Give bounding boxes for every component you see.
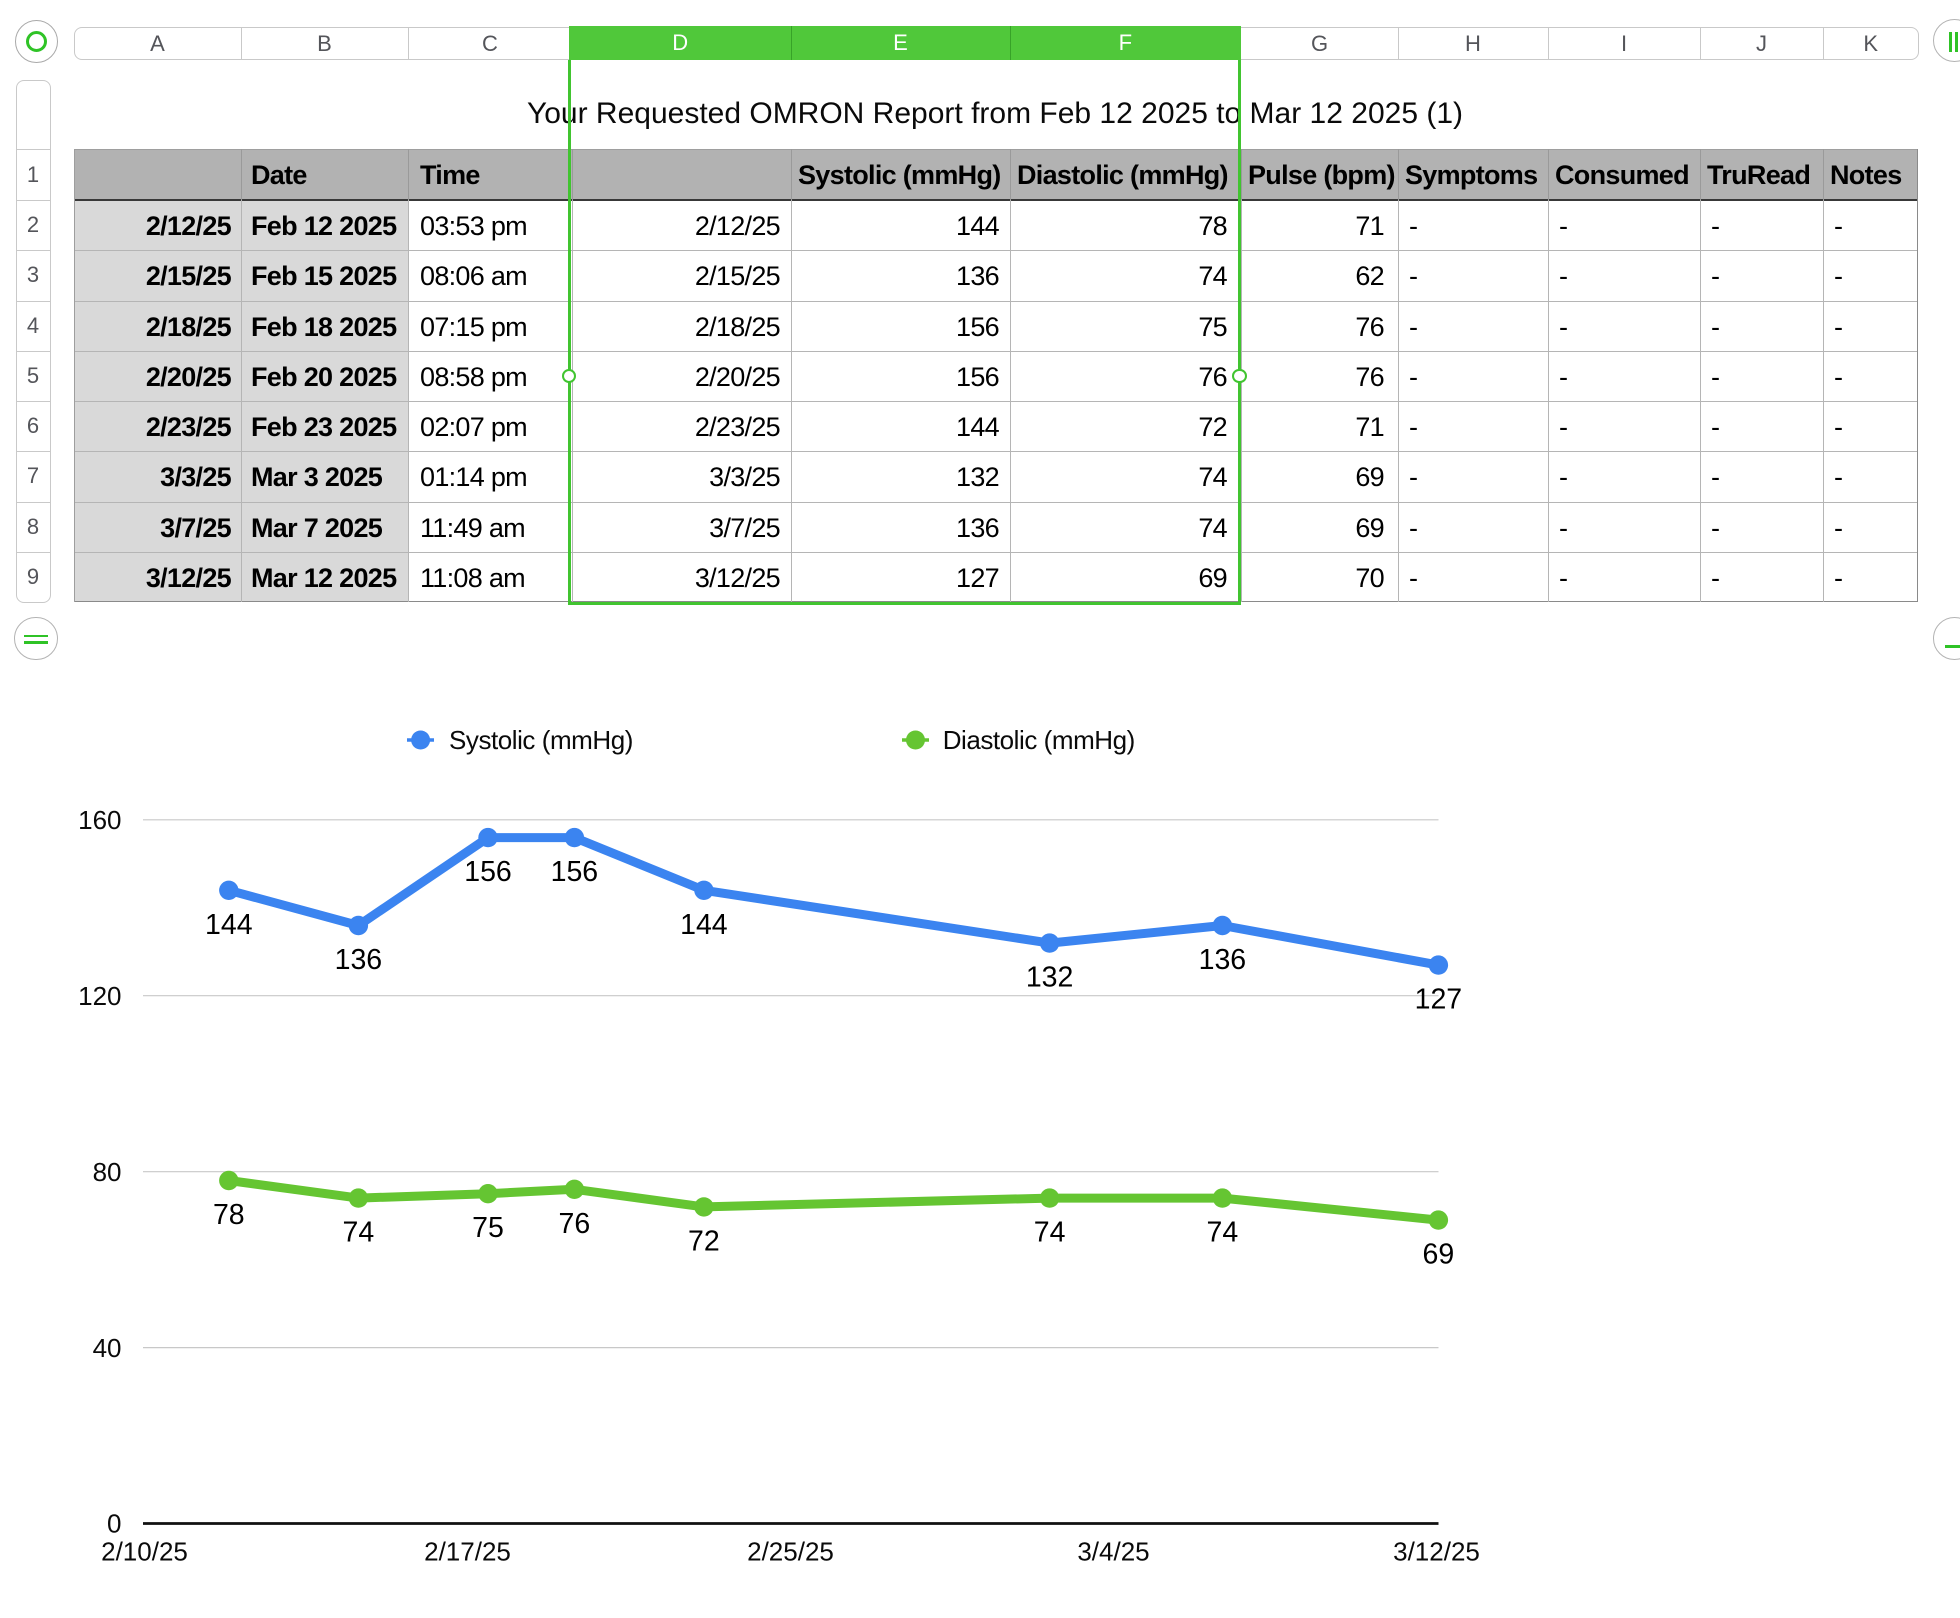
svg-text:127: 127	[1415, 984, 1463, 1016]
svg-text:80: 80	[93, 1157, 122, 1187]
svg-text:156: 156	[551, 856, 599, 888]
svg-text:132: 132	[1026, 962, 1074, 994]
svg-text:78: 78	[213, 1199, 245, 1231]
svg-text:74: 74	[1034, 1217, 1066, 1249]
svg-text:136: 136	[1199, 944, 1247, 976]
svg-text:2/10/25: 2/10/25	[101, 1537, 188, 1567]
svg-text:75: 75	[472, 1212, 504, 1244]
svg-text:74: 74	[343, 1217, 375, 1249]
svg-text:136: 136	[335, 944, 383, 976]
svg-text:144: 144	[205, 909, 253, 941]
svg-text:Systolic (mmHg): Systolic (mmHg)	[449, 725, 633, 755]
svg-text:144: 144	[680, 909, 728, 941]
svg-text:156: 156	[464, 856, 512, 888]
svg-text:74: 74	[1207, 1217, 1239, 1249]
svg-text:Diastolic (mmHg): Diastolic (mmHg)	[943, 725, 1135, 755]
svg-text:160: 160	[78, 805, 121, 835]
svg-text:120: 120	[78, 981, 121, 1011]
svg-text:3/12/25: 3/12/25	[1393, 1537, 1480, 1567]
svg-text:3/4/25: 3/4/25	[1077, 1537, 1149, 1567]
svg-text:72: 72	[688, 1225, 720, 1257]
svg-text:0: 0	[107, 1509, 121, 1539]
svg-text:69: 69	[1423, 1239, 1455, 1271]
svg-text:2/25/25: 2/25/25	[747, 1537, 834, 1567]
svg-text:2/17/25: 2/17/25	[424, 1537, 511, 1567]
svg-text:40: 40	[93, 1333, 122, 1363]
svg-text:76: 76	[559, 1208, 591, 1240]
